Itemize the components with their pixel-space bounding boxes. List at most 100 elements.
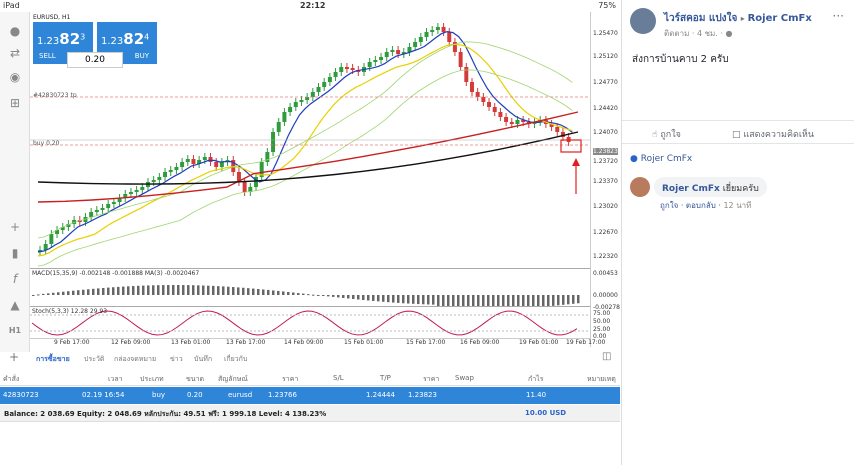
macd-bar [522, 295, 525, 307]
tab-about[interactable]: เกี่ยวกับ [224, 355, 248, 363]
tab-journal[interactable]: บันทึก [194, 355, 213, 363]
like-button[interactable]: ☝ ถูกใจ [652, 130, 681, 140]
macd-bar [477, 295, 480, 307]
function-icon[interactable]: f [12, 272, 18, 286]
macd-bar [77, 290, 80, 295]
more-options-icon[interactable]: ··· [832, 9, 844, 23]
col-time: เวลา [108, 375, 123, 383]
macd-bar [97, 288, 100, 295]
macd-bar [557, 295, 560, 306]
tp-line-label: #42830723 tp [33, 92, 77, 99]
tab-trade[interactable]: การซื้อขาย [36, 355, 70, 363]
candle [430, 30, 435, 32]
macd-bar [572, 295, 575, 304]
macd-bar [107, 287, 110, 295]
macd-bar [137, 285, 140, 295]
balance-text: Balance: 2 038.69 Equity: 2 048.69 หลักป… [4, 410, 327, 418]
col-size: ขนาด [186, 375, 205, 383]
bollinger-upper-line [37, 41, 573, 239]
layout-icon[interactable]: ◫ [602, 351, 612, 362]
candle [521, 120, 526, 122]
user-icon[interactable]: ● [9, 24, 21, 38]
candle [60, 227, 65, 230]
time-tick: 15 Feb 17:00 [406, 339, 446, 346]
macd-bar [462, 295, 465, 307]
order-icon[interactable]: ⇄ [9, 46, 21, 60]
chat-icon[interactable]: ◉ [9, 70, 21, 84]
author-name[interactable]: ไวร์สคอม แปงใจ [664, 13, 738, 24]
stochastic-panel[interactable]: Stoch(5,3,3) 12.28 29.93 [30, 306, 590, 338]
commenter-avatar[interactable] [630, 177, 650, 197]
device-label: iPad [3, 1, 20, 10]
candle [134, 190, 139, 192]
candle [49, 234, 54, 244]
clock: 22:12 [300, 1, 326, 10]
col-swap: Swap [455, 374, 474, 382]
post-author[interactable]: ไวร์สคอม แปงใจ ▸ Rojer CmFx [664, 11, 812, 26]
comment-reply-link[interactable]: ตอบกลับ [685, 201, 716, 210]
objects-icon[interactable]: ▲ [10, 298, 20, 312]
macd-bar [482, 295, 485, 307]
macd-bar [242, 287, 245, 295]
macd-bar [162, 285, 165, 295]
tab-mailbox[interactable]: กล่องจดหมาย [114, 355, 157, 363]
cell-order: 42830723 [3, 391, 39, 399]
buy-button[interactable]: 1.23824 BUY [97, 22, 157, 64]
macd-bar [487, 295, 490, 307]
time-tick: 9 Feb 17:00 [54, 339, 90, 346]
candle [418, 37, 423, 42]
tab-history[interactable]: ประวัติ [84, 355, 105, 363]
candle [384, 52, 389, 57]
macd-bar [352, 295, 355, 300]
chart-canvas [30, 23, 590, 267]
macd-panel[interactable]: MACD(15,35,9) -0.002148 -0.001888 MA(3) … [30, 268, 590, 307]
candle [549, 124, 554, 127]
macd-bar [547, 295, 550, 307]
table-row[interactable]: 42830723 02.19 16:54 buy 0.20 eurusd 1.2… [0, 387, 620, 404]
candle [117, 198, 122, 202]
status-bar: iPad 22:12 75% [0, 0, 620, 12]
comment-button[interactable]: □ แสดงความคิดเห็น [732, 130, 814, 140]
candle [66, 224, 71, 227]
time-tick: 14 Feb 09:00 [284, 339, 324, 346]
candle [464, 67, 469, 82]
annotation-box [560, 139, 582, 153]
candle [271, 132, 276, 152]
time-tick: 19 Feb 01:00 [519, 339, 559, 346]
candles-icon[interactable]: ▮ [11, 246, 19, 260]
crosshair-icon[interactable]: + [9, 220, 21, 234]
candle [202, 157, 207, 160]
col-profit: กำไร [528, 375, 544, 383]
timeframe-label[interactable]: H1 [8, 326, 22, 335]
macd-bar [362, 295, 365, 301]
facebook-post-panel: ไวร์สคอม แปงใจ ▸ Rojer CmFx ติดตาม · 4 ช… [621, 0, 854, 465]
candle [219, 162, 224, 167]
macd-bar [292, 292, 295, 295]
commenter-name[interactable]: Rojer CmFx [662, 184, 720, 194]
macd-bar [187, 285, 190, 295]
buy-label: BUY [134, 52, 149, 60]
reaction-summary[interactable]: ● Rojer CmFx [630, 154, 693, 164]
lot-size-input[interactable]: 0.20 [67, 52, 123, 68]
macd-bar [367, 295, 370, 301]
macd-bar [177, 285, 180, 295]
candle [254, 177, 258, 187]
author-avatar[interactable] [630, 8, 656, 34]
candle [333, 72, 338, 77]
cell-profit: 11.40 [526, 391, 547, 399]
post-target[interactable]: Rojer CmFx [747, 13, 812, 24]
add-tab-icon[interactable]: + [9, 350, 20, 364]
cell-cur-price: 1.23823 [408, 391, 437, 399]
col-cur-price: ราคา [423, 375, 440, 383]
post-actions: ☝ ถูกใจ □ แสดงความคิดเห็น [622, 120, 854, 144]
ma-fast-line [37, 30, 573, 253]
candle [72, 220, 77, 224]
add-icon[interactable]: ⊞ [9, 96, 21, 110]
tab-news[interactable]: ข่าว [170, 355, 183, 363]
candle [396, 50, 401, 54]
sell-button[interactable]: 1.23823 SELL [33, 22, 93, 64]
comment-actions: ถูกใจ · ตอบกลับ · 12 นาที [660, 201, 752, 210]
macd-bar [542, 295, 545, 307]
comment-like-link[interactable]: ถูกใจ [660, 201, 679, 210]
col-tp: T/P [380, 374, 391, 382]
